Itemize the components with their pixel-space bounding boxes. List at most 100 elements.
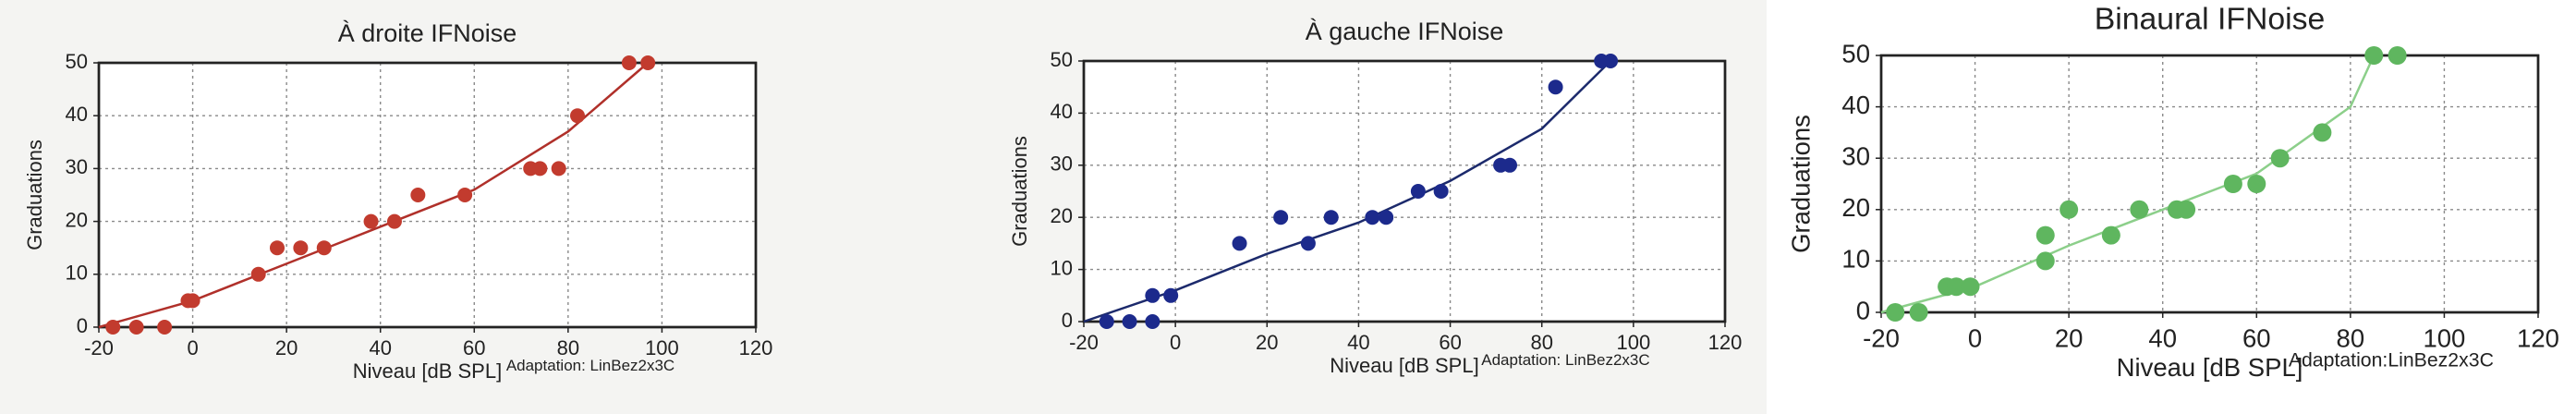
data-point bbox=[2101, 225, 2120, 245]
data-point bbox=[1961, 277, 1980, 297]
x-tick-label: 20 bbox=[2055, 323, 2084, 352]
x-tick-label: 100 bbox=[1616, 331, 1650, 354]
data-point bbox=[1433, 184, 1449, 199]
x-tick-label: 40 bbox=[1347, 331, 1369, 354]
x-tick-label: 80 bbox=[1530, 331, 1552, 354]
y-axis-label: Graduations bbox=[1008, 136, 1031, 247]
data-point bbox=[1379, 210, 1394, 225]
x-tick-label: 60 bbox=[1439, 331, 1461, 354]
data-point bbox=[621, 55, 637, 70]
data-point bbox=[2364, 46, 2384, 65]
data-point bbox=[1323, 210, 1339, 225]
data-point bbox=[1410, 184, 1426, 199]
chart-title: À droite IFNoise bbox=[338, 19, 517, 47]
x-tick-label: 20 bbox=[1256, 331, 1278, 354]
annotation: Adaptation: LinBez2x3C bbox=[1481, 351, 1649, 369]
x-tick-label: 60 bbox=[463, 336, 485, 359]
data-point bbox=[1548, 79, 1563, 95]
data-point bbox=[1273, 210, 1289, 225]
x-tick-label: 120 bbox=[1708, 331, 1743, 354]
y-axis-label: Graduations bbox=[23, 140, 46, 250]
x-tick-label: 0 bbox=[187, 336, 198, 359]
y-tick-label: 40 bbox=[66, 103, 88, 126]
data-point bbox=[2270, 149, 2290, 168]
x-tick-label: -20 bbox=[84, 336, 114, 359]
x-tick-label: 0 bbox=[1170, 331, 1181, 354]
data-point bbox=[1163, 287, 1179, 303]
data-point bbox=[551, 161, 566, 177]
y-tick-label: 0 bbox=[1856, 296, 1870, 324]
x-tick-label: 60 bbox=[2242, 323, 2271, 352]
y-tick-label: 10 bbox=[1841, 245, 1870, 274]
data-point bbox=[2388, 46, 2407, 65]
y-tick-label: 40 bbox=[1841, 91, 1870, 119]
data-point bbox=[2035, 251, 2055, 271]
data-point bbox=[1122, 314, 1137, 329]
y-tick-label: 0 bbox=[1062, 309, 1073, 332]
y-tick-label: 50 bbox=[1841, 39, 1870, 67]
y-tick-label: 20 bbox=[1051, 204, 1073, 227]
y-tick-label: 10 bbox=[1051, 256, 1073, 279]
x-axis-label: Niveau [dB SPL] bbox=[2117, 353, 2303, 382]
y-tick-label: 20 bbox=[1841, 193, 1870, 222]
data-point bbox=[105, 320, 121, 335]
x-tick-label: -20 bbox=[1863, 323, 1900, 352]
data-point bbox=[2035, 225, 2055, 245]
x-axis-label: Niveau [dB SPL] bbox=[1330, 354, 1478, 377]
data-point bbox=[2130, 200, 2149, 219]
data-point bbox=[2177, 200, 2196, 219]
y-tick-label: 50 bbox=[1051, 48, 1073, 71]
data-point bbox=[2223, 175, 2242, 193]
data-point bbox=[316, 240, 332, 256]
x-tick-label: 120 bbox=[2517, 323, 2559, 352]
plot-border bbox=[1082, 59, 1727, 323]
data-point bbox=[1365, 210, 1380, 225]
data-point bbox=[570, 108, 586, 124]
y-tick-label: 30 bbox=[1841, 141, 1870, 170]
data-point bbox=[1909, 303, 1928, 322]
data-point bbox=[1947, 277, 1966, 297]
data-point bbox=[1886, 303, 1905, 322]
plot-area bbox=[97, 61, 758, 329]
y-tick-label: 0 bbox=[77, 314, 88, 337]
chart-title: À gauche IFNoise bbox=[1306, 18, 1504, 45]
annotation: Adaptation:LinBez2x3C bbox=[2289, 349, 2494, 371]
data-point bbox=[532, 161, 548, 177]
plot-border bbox=[97, 61, 758, 329]
data-point bbox=[363, 213, 379, 229]
data-point bbox=[410, 188, 426, 202]
data-point bbox=[2313, 123, 2332, 142]
annotation: Adaptation: LinBez2x3C bbox=[506, 357, 674, 374]
x-tick-label: 80 bbox=[2337, 323, 2365, 352]
x-tick-label: 40 bbox=[369, 336, 391, 359]
data-point bbox=[1145, 287, 1160, 303]
x-tick-label: 0 bbox=[1968, 323, 1982, 352]
x-tick-label: 100 bbox=[645, 336, 679, 359]
data-point bbox=[1300, 236, 1316, 251]
data-point bbox=[1603, 54, 1619, 68]
y-tick-label: 20 bbox=[66, 208, 88, 231]
y-tick-label: 40 bbox=[1051, 100, 1073, 123]
y-tick-label: 50 bbox=[66, 50, 88, 73]
data-point bbox=[457, 188, 473, 202]
y-tick-label: 30 bbox=[66, 155, 88, 178]
data-point bbox=[2247, 175, 2266, 193]
data-point bbox=[293, 240, 309, 256]
x-tick-label: 80 bbox=[557, 336, 579, 359]
x-tick-label: -20 bbox=[1069, 331, 1099, 354]
data-point bbox=[250, 266, 266, 282]
data-point bbox=[2060, 200, 2079, 219]
y-axis-label: Graduations bbox=[1786, 115, 1815, 253]
data-point bbox=[1099, 314, 1114, 329]
data-point bbox=[386, 213, 402, 229]
data-point bbox=[185, 293, 200, 309]
x-tick-label: 20 bbox=[275, 336, 298, 359]
x-tick-label: 120 bbox=[739, 336, 773, 359]
data-point bbox=[1502, 157, 1518, 173]
data-point bbox=[1145, 314, 1160, 329]
x-tick-label: 100 bbox=[2423, 323, 2465, 352]
plot-border bbox=[1879, 54, 2540, 314]
plot-area bbox=[1879, 54, 2540, 314]
data-point bbox=[128, 320, 144, 335]
